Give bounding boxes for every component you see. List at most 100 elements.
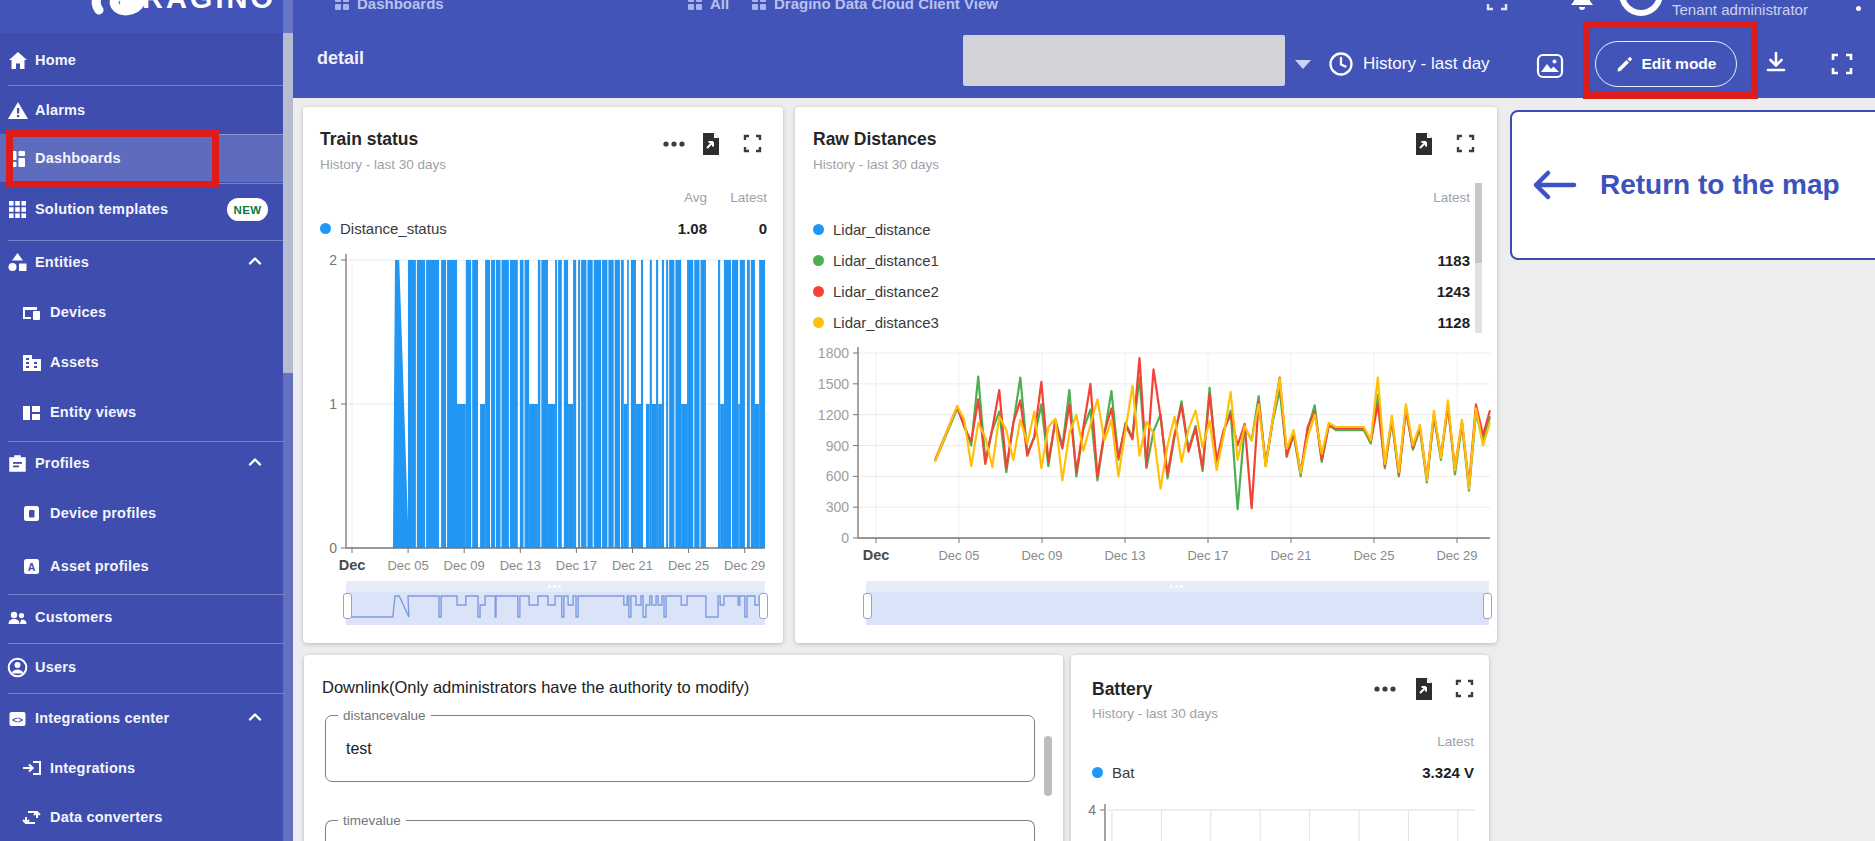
tab-dragino-data-cloud-client-view[interactable]: Dragino Data Cloud Client View	[752, 0, 998, 16]
widget-fullscreen-icon[interactable]	[743, 134, 762, 153]
range-handle-right[interactable]	[1483, 593, 1492, 619]
legend-item[interactable]: Lidar_distance1	[813, 252, 939, 269]
avatar[interactable]	[1619, 0, 1663, 16]
svg-text:Dec: Dec	[339, 557, 366, 570]
widget-fullscreen-icon[interactable]	[1455, 679, 1474, 698]
sidebar-item-label: Integrations	[50, 760, 135, 776]
svg-text:300: 300	[826, 499, 850, 515]
legend-item[interactable]: Lidar_distance3	[813, 314, 939, 331]
integr-icon: <>	[6, 707, 28, 729]
domain-icon	[20, 351, 42, 373]
sidebar-item-label: Profiles	[35, 455, 90, 471]
sidebar-item-assets[interactable]: Assets	[0, 338, 283, 386]
range-handle-left[interactable]	[343, 593, 352, 619]
more-menu-icon[interactable]	[1856, 6, 1861, 11]
timevalue-label: timevalue	[338, 813, 406, 828]
svg-text:Dec 13: Dec 13	[500, 558, 541, 570]
return-to-map-panel[interactable]: Return to the map	[1510, 110, 1875, 260]
raw-chart-range-selector[interactable]	[866, 581, 1489, 625]
sidebar-item-users[interactable]: Users	[0, 643, 283, 691]
people-icon	[6, 606, 28, 628]
sidebar-divider	[8, 643, 284, 644]
svg-text:Dec 29: Dec 29	[724, 558, 765, 570]
widget-export-icon[interactable]	[701, 132, 721, 156]
distancevalue-input[interactable]: test	[346, 740, 372, 758]
widget-menu-icon[interactable]	[663, 141, 685, 147]
fullscreen-top-icon[interactable]	[1485, 0, 1509, 12]
raw-distances-chart[interactable]: 1800150012009006003000DecDec 05Dec 09Dec…	[795, 340, 1497, 570]
sidebar-item-asset-profiles[interactable]: A Asset profiles	[0, 542, 283, 590]
train-chart-range-selector[interactable]	[346, 581, 765, 625]
sidebar-item-profiles[interactable]: Profiles	[0, 439, 283, 487]
sidebar-scrollbar-thumb[interactable]	[283, 33, 293, 373]
image-map-icon[interactable]	[1536, 53, 1564, 79]
range-handle-right[interactable]	[759, 593, 768, 619]
fullscreen-icon[interactable]	[1830, 52, 1854, 76]
widget-menu-icon[interactable]	[1374, 686, 1396, 692]
sidebar-item-customers[interactable]: Customers	[0, 593, 283, 641]
sidebar-item-device-profiles[interactable]: Device profiles	[0, 489, 283, 537]
svg-text:A: A	[27, 560, 35, 572]
sidebar-item-home[interactable]: Home	[0, 36, 283, 84]
widget-raw-distances: Raw Distances History - last 30 days Lat…	[795, 107, 1497, 643]
sidebar-item-data-converters[interactable]: Data converters	[0, 793, 283, 841]
sidebar-item-label: Device profiles	[50, 505, 156, 521]
sidebar-item-label: Entity views	[50, 404, 136, 420]
legend-label: Lidar_distance2	[833, 283, 939, 300]
sidebar-item-integrations-center[interactable]: <>Integrations center	[0, 694, 283, 742]
sidebar-item-integrations[interactable]: Integrations	[0, 744, 283, 792]
sidebar-item-entity-views[interactable]: Entity views	[0, 388, 283, 436]
legend-latest-value: 1243	[1437, 283, 1470, 300]
sidebar-item-solution-templates[interactable]: Solution templatesNEW	[0, 185, 283, 233]
sidebar-item-alarms[interactable]: Alarms	[0, 86, 283, 134]
chevron-up-icon[interactable]	[246, 453, 264, 475]
range-handle-left[interactable]	[863, 593, 872, 619]
distancevalue-field[interactable]: distancevalue test	[325, 715, 1035, 782]
dashboard-group-icon	[752, 0, 766, 10]
tab-all[interactable]: All	[688, 0, 729, 16]
svg-text:Dec: Dec	[863, 547, 890, 563]
battery-chart[interactable]: 4	[1071, 796, 1489, 841]
col-header-avg: Avg	[684, 190, 707, 205]
account-label[interactable]: Tenant administrator	[1672, 1, 1808, 18]
dashboard-group-icon	[688, 0, 702, 10]
sidebar-item-devices[interactable]: Devices	[0, 288, 283, 336]
widget-export-icon[interactable]	[1414, 132, 1434, 156]
train-status-chart[interactable]: 210DecDec 05Dec 09Dec 13Dec 17Dec 21Dec …	[303, 240, 783, 570]
tab-label: Dashboards	[357, 0, 444, 12]
sidebar-item-label: Assets	[50, 354, 99, 370]
sidebar-item-entities[interactable]: Entities	[0, 238, 283, 286]
legend-item[interactable]: Lidar_distance2	[813, 283, 939, 300]
legend-item[interactable]: Bat	[1092, 764, 1135, 781]
legend-scrollbar[interactable]	[1475, 183, 1482, 333]
select-caret-icon[interactable]	[1295, 60, 1311, 69]
range-grip-icon[interactable]	[1170, 585, 1186, 588]
chevron-up-icon[interactable]	[246, 708, 264, 730]
notifications-bell-icon[interactable]	[1567, 0, 1597, 16]
sidebar-divider	[8, 441, 284, 442]
download-icon[interactable]	[1763, 50, 1789, 78]
svg-text:Dec 09: Dec 09	[1021, 548, 1062, 563]
svg-text:1800: 1800	[818, 345, 849, 361]
tab-dashboards[interactable]: Dashboards	[335, 0, 444, 16]
timevalue-field[interactable]: timevalue	[325, 820, 1035, 841]
chevron-up-icon[interactable]	[246, 252, 264, 274]
sidebar-item-label: Asset profiles	[50, 558, 149, 574]
annotation-dashboards	[6, 130, 219, 188]
clock-icon	[1328, 51, 1354, 77]
svg-text:600: 600	[826, 468, 850, 484]
svg-text:1500: 1500	[818, 376, 849, 392]
widget-export-icon[interactable]	[1414, 677, 1434, 701]
range-grip-icon[interactable]	[548, 585, 564, 588]
dashboard-state-select[interactable]	[963, 35, 1285, 86]
logo-area[interactable]: DRAGINO	[0, 0, 293, 33]
new-badge: NEW	[227, 198, 268, 221]
legend-item[interactable]: Lidar_distance	[813, 221, 931, 238]
svg-text:Dec 17: Dec 17	[556, 558, 597, 570]
input-icon	[20, 757, 42, 779]
widget-downlink: Downlink(Only administrators have the au…	[304, 655, 1063, 841]
timewindow-button[interactable]: History - last day	[1328, 51, 1490, 77]
downlink-scrollbar[interactable]	[1044, 736, 1052, 796]
legend-item[interactable]: Distance_status	[320, 220, 447, 237]
widget-fullscreen-icon[interactable]	[1456, 134, 1475, 153]
